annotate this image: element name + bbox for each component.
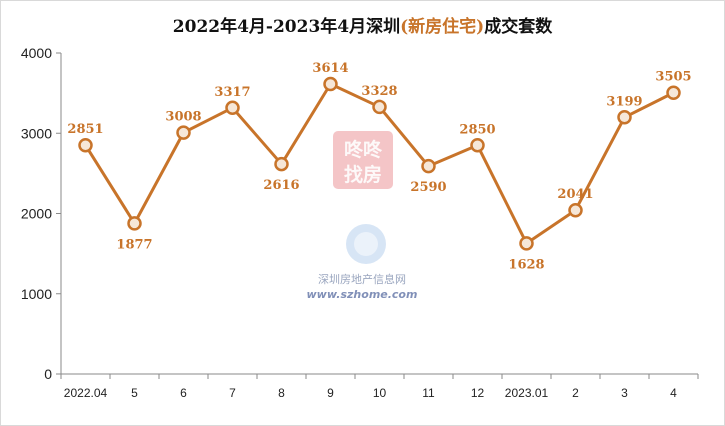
x-tick-label: 12 [471,386,485,400]
data-labels: 2851 1877 3008 3317 2616 3614 3328 2590 2850 1628… [67,61,691,272]
watermark: 咚咚 找房 深圳房地产信息网 www.szhome.com [307,131,418,301]
data-point [519,236,534,251]
x-tick-label: 2022.04 [64,386,108,400]
data-point [225,100,240,116]
y-tick-label: 2000 [21,206,52,222]
data-point [421,158,436,174]
data-label: 2590 [410,180,446,195]
data-label: 3505 [655,70,691,85]
title-highlight: (新房住宅) [400,17,485,37]
watermark-logo-inner-icon [354,232,378,256]
data-label: 3317 [214,85,250,100]
data-label: 2850 [459,122,495,137]
x-tick-label: 11 [422,386,435,400]
watermark-badge-line2: 找房 [344,163,382,186]
data-point [617,110,632,125]
axes: 0 1000 2000 3000 4000 2022.04 5 6 7 8 9 10 11 12 2023.… [21,45,699,400]
data-point [372,99,387,115]
data-label: 3328 [361,84,397,99]
y-tick-label: 4000 [21,45,52,61]
data-label: 2851 [67,122,103,137]
x-tick-label: 4 [670,386,677,400]
chart-title: 2022年4月-2023年4月深圳(新房住宅)成交套数 [0,12,725,37]
data-point [176,125,191,140]
data-point [78,137,93,153]
data-label: 2616 [263,178,299,193]
data-point [274,156,289,172]
watermark-site-name: 深圳房地产信息网 [318,272,406,286]
x-tick-label: 2 [572,386,579,400]
x-tick-label: 2023.01 [505,386,549,400]
data-label: 3008 [165,110,201,125]
title-suffix: 成交套数 [484,17,553,37]
watermark-badge [333,131,393,189]
y-tick-label: 0 [44,366,52,382]
title-prefix: 2022年4月-2023年4月深圳 [172,17,401,37]
data-label: 3199 [606,94,642,109]
series-points [78,76,681,251]
data-point [470,138,485,153]
x-tick-label: 10 [373,386,387,400]
data-point [568,202,583,218]
watermark-badge-line1: 咚咚 [344,138,383,161]
y-tick-label: 3000 [21,125,52,141]
data-label: 3614 [312,61,348,76]
x-tick-label: 7 [229,386,236,400]
data-label: 1877 [116,237,152,252]
x-tick-label: 9 [327,386,334,400]
data-label: 1628 [508,257,544,272]
data-point [127,216,142,231]
data-label: 2041 [557,187,593,202]
data-point [323,76,338,92]
data-point [666,85,681,100]
watermark-url: www.szhome.com [307,288,418,301]
x-tick-label: 3 [621,386,628,400]
x-tick-label: 8 [278,386,285,400]
x-tick-label: 5 [131,386,138,400]
x-tick-label: 6 [180,386,187,400]
y-tick-label: 1000 [21,286,52,302]
